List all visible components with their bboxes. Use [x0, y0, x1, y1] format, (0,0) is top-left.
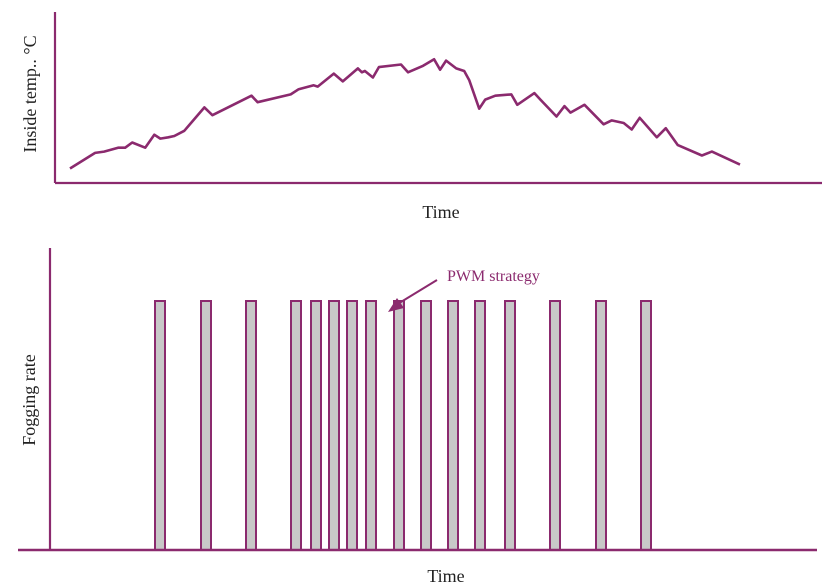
- pulse-bar-15: [595, 300, 607, 551]
- temperature-line: [69, 57, 741, 170]
- pulse-bar-16: [640, 300, 652, 551]
- pwm-annotation-arrowhead: [388, 298, 404, 312]
- pulse-bar-7: [346, 300, 358, 551]
- pulse-bar-2: [200, 300, 212, 551]
- pulse-bar-12: [474, 300, 486, 551]
- pulse-bar-14: [549, 300, 561, 551]
- temperature-y-label: Inside temp.. °C: [20, 35, 40, 152]
- fogging-y-label: Fogging rate: [19, 354, 39, 446]
- pulse-bar-5: [310, 300, 322, 551]
- pulse-bars: [154, 300, 652, 551]
- pulse-bar-11: [447, 300, 459, 551]
- pwm-annotation-arrow: [395, 279, 438, 306]
- fogging-x-label: Time: [427, 566, 464, 586]
- pulse-bar-13: [504, 300, 516, 551]
- fogging-chart: PWM strategy Fogging rate Time: [18, 248, 817, 586]
- temperature-x-label: Time: [422, 202, 459, 222]
- pulse-bar-4: [290, 300, 302, 551]
- pulse-bar-8: [365, 300, 377, 551]
- pulse-bar-10: [420, 300, 432, 551]
- pulse-bar-6: [328, 300, 340, 551]
- pwm-annotation-label: PWM strategy: [447, 268, 540, 285]
- pulse-bar-1: [154, 300, 166, 551]
- pulse-bar-9: [393, 300, 405, 551]
- temperature-chart: Inside temp.. °C Time: [20, 12, 822, 222]
- pulse-bar-3: [245, 300, 257, 551]
